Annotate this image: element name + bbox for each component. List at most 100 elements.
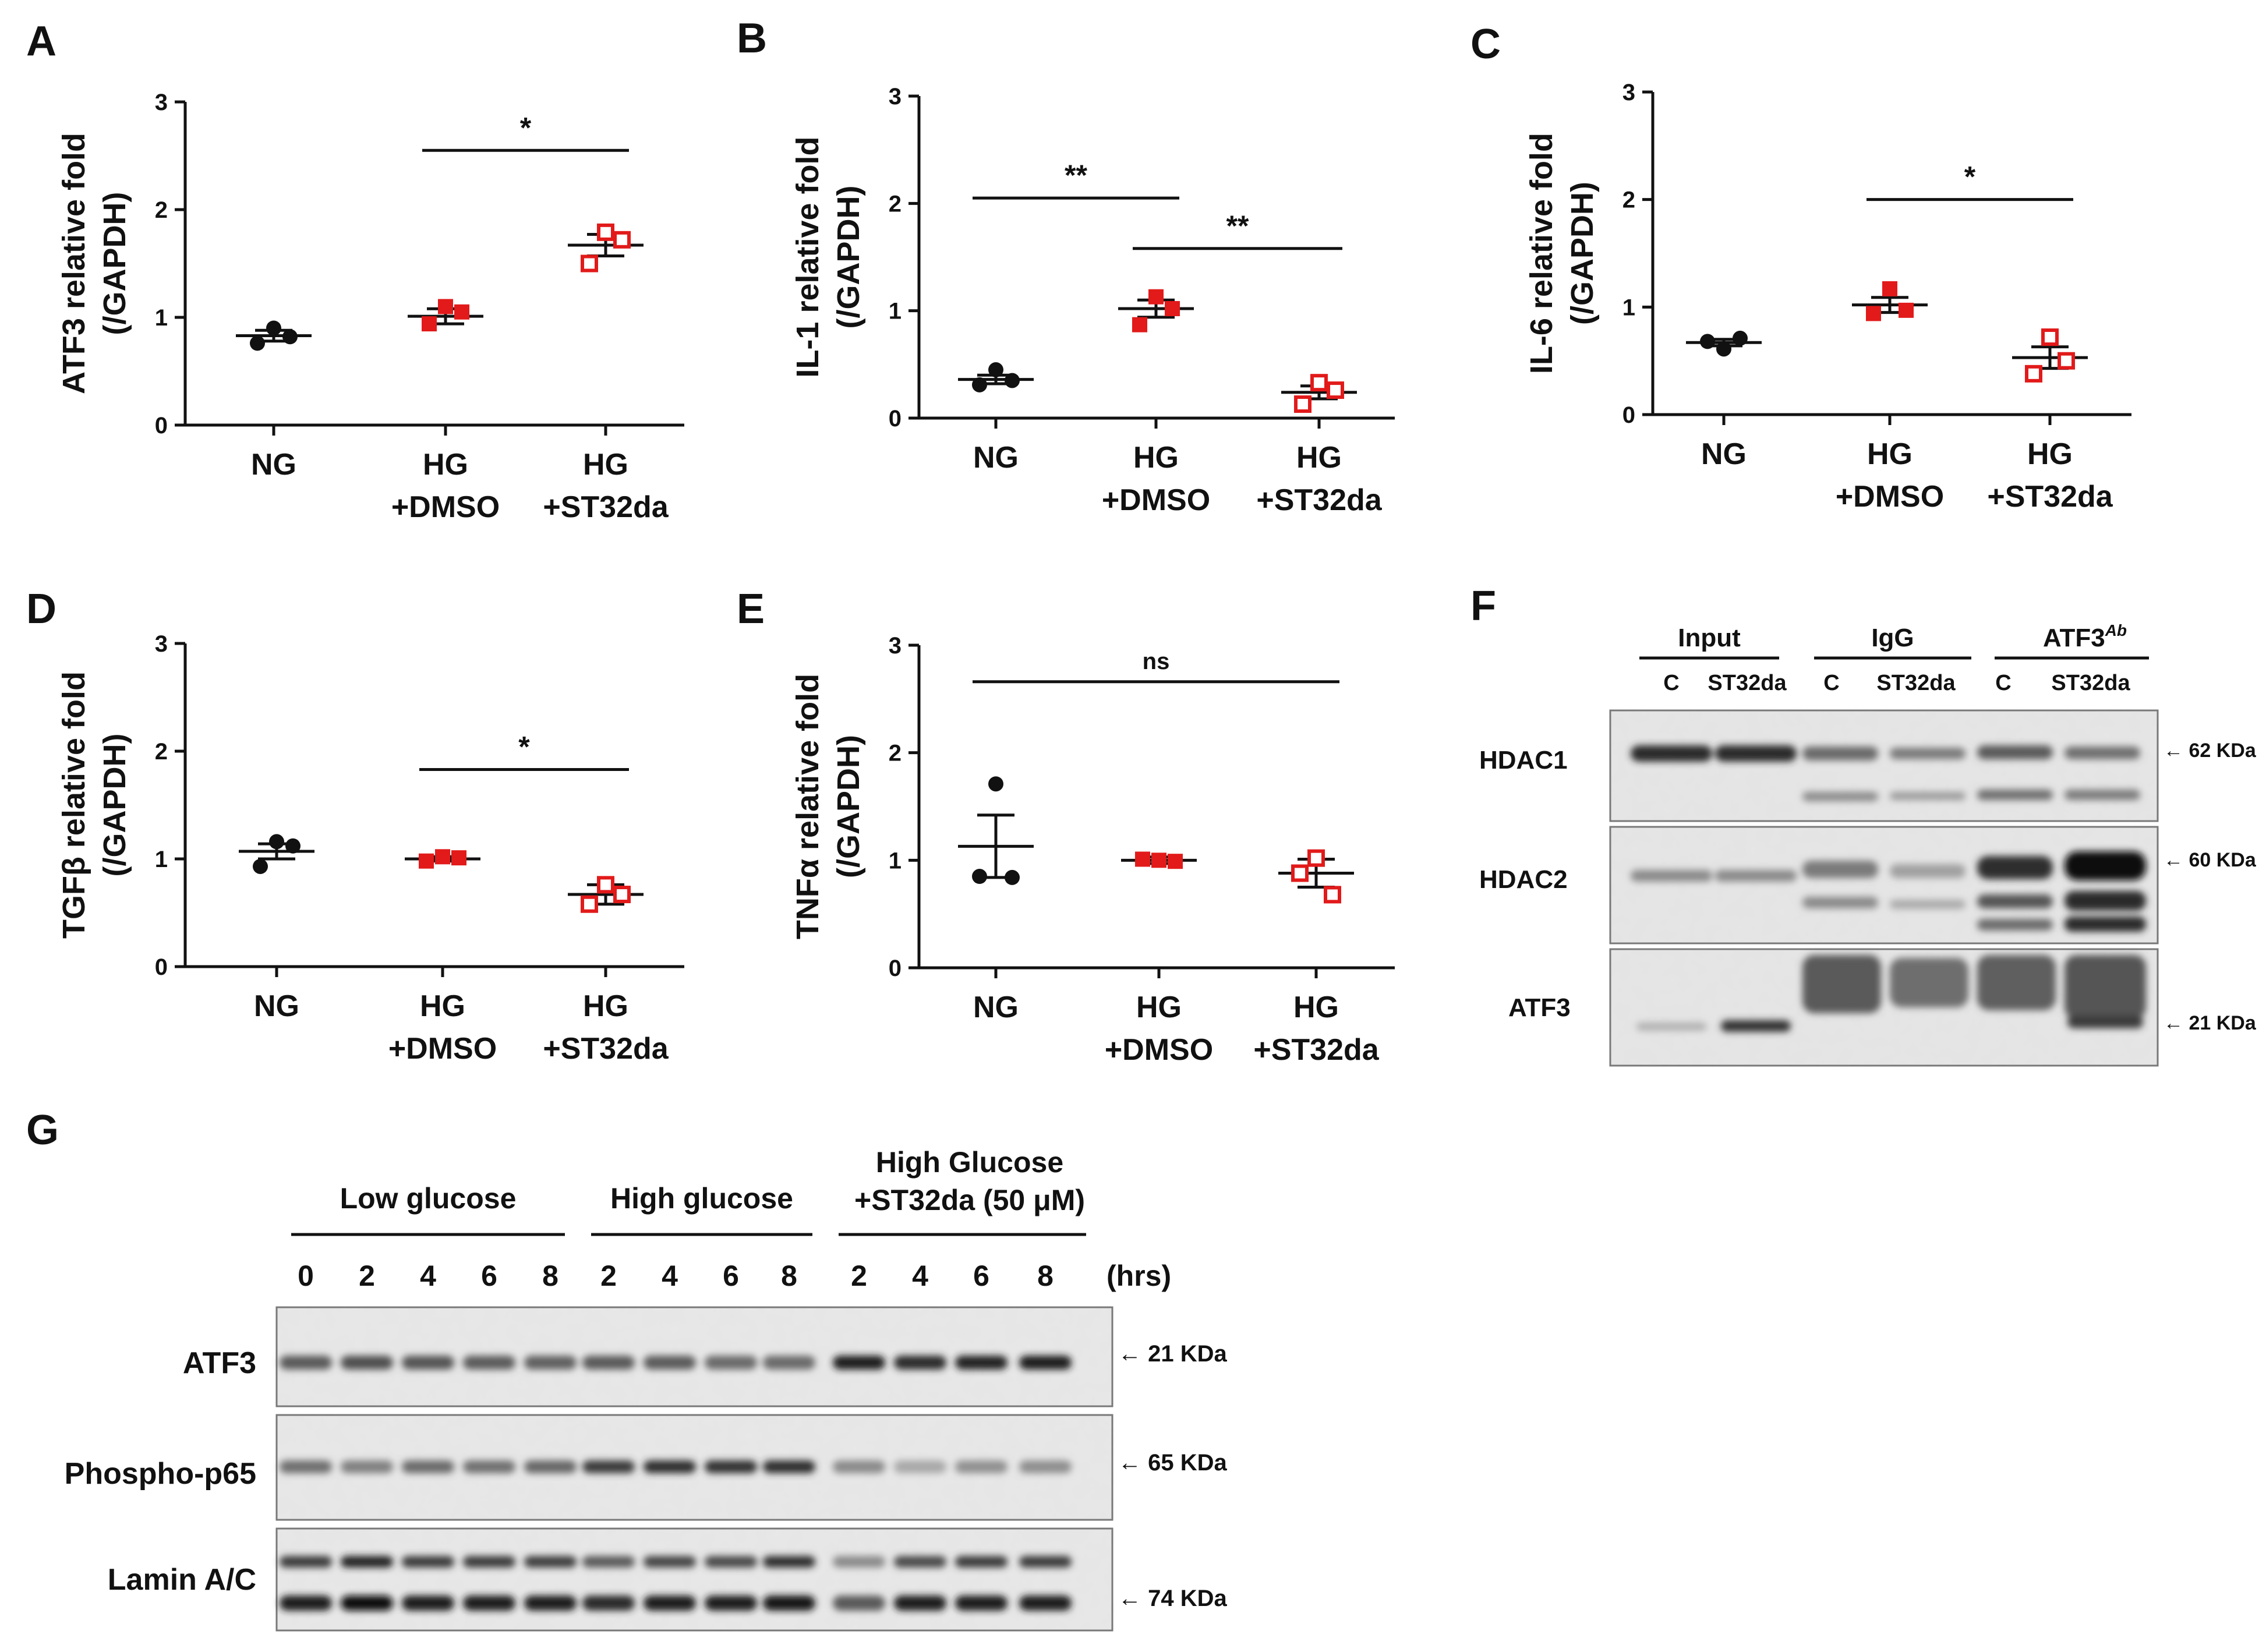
blot-g-membrane-noise: [277, 1529, 1112, 1630]
band: [582, 1460, 635, 1473]
band: [1977, 790, 2053, 800]
x-tick-label: HG: [420, 989, 465, 1023]
band: [833, 1356, 885, 1370]
band: [402, 1596, 454, 1611]
panel-label-a: A: [26, 18, 56, 65]
blot-g-group-low-glucose: Low glucose: [340, 1182, 517, 1215]
panel-label-g: G: [26, 1107, 59, 1154]
blot-f-lane-label: C: [1663, 671, 1679, 695]
data-point: [419, 853, 434, 869]
blot-g-lane-label: 4: [912, 1260, 928, 1292]
blot-g-row-label-pp65: Phospho-p65: [65, 1457, 256, 1491]
blot-g-lane-label: 6: [723, 1260, 739, 1292]
data-point: [435, 849, 450, 865]
blot-g-lane-label: 2: [359, 1260, 375, 1292]
y-tick-label: 1: [889, 848, 902, 873]
blot-f-lane-label: ST32da: [1708, 671, 1787, 695]
blot-f-size-hdac1: ← 62 KDa: [2164, 740, 2257, 762]
y-tick-label: 2: [1622, 188, 1635, 213]
data-point: [1135, 851, 1150, 867]
band: [1802, 897, 1878, 908]
significance-label: *: [518, 730, 530, 763]
blot-f-group-atf3-name: ATF3: [2043, 624, 2105, 652]
band: [1890, 958, 1968, 1007]
band: [763, 1596, 815, 1611]
data-point: [451, 850, 466, 866]
y-tick-label: 0: [889, 956, 902, 981]
arrow-icon: ←: [2164, 740, 2183, 762]
x-tick-label: HG: [1867, 437, 1913, 471]
data-point: [581, 254, 598, 273]
band: [1977, 894, 2053, 908]
blot-g-lane-labels: 0 2 4 6 8 2 4 6 8 2 4 6 8: [298, 1260, 1054, 1292]
data-point: [422, 316, 437, 332]
band: [1019, 1356, 1072, 1370]
x-tick-label: +ST32da: [1987, 480, 2113, 514]
band: [894, 1356, 946, 1370]
band: [2065, 790, 2140, 800]
data-point: [972, 377, 987, 392]
x-tick-label: NG: [973, 991, 1019, 1024]
panel-label-e: E: [737, 586, 765, 632]
x-tick-label: HG: [1136, 991, 1182, 1024]
panel-f-blot: Input IgG ATF3Ab C ST32da C ST32da C ST3…: [1479, 621, 2257, 1067]
significance-label: *: [520, 111, 532, 144]
band: [1019, 1556, 1072, 1568]
panel-label-b: B: [737, 15, 767, 62]
band: [2067, 1016, 2143, 1028]
data-point: [1148, 289, 1164, 305]
blot-f-row-label-hdac1: HDAC1: [1479, 746, 1568, 774]
data-point: [1005, 373, 1020, 388]
band: [705, 1596, 757, 1611]
x-tick-label: HG: [2027, 437, 2073, 471]
chart-tnfa: 0 1 2 3 NG HG +DMSO HG +ST32da TNFα relative fold…: [790, 633, 1395, 1067]
band: [2065, 747, 2140, 759]
data-point: [1899, 302, 1914, 318]
y-tick-label: 2: [155, 739, 168, 765]
blot-f-group-atf3-superscript: Ab: [2105, 621, 2127, 639]
blot-f-membrane-noise: [1610, 710, 2158, 821]
data-point: [597, 223, 614, 241]
data-point: [1324, 886, 1341, 904]
panel-label-c: C: [1470, 21, 1501, 68]
blot-g-lane-label: 4: [420, 1260, 436, 1292]
arrow-icon: ←: [2164, 849, 2183, 871]
band: [833, 1556, 885, 1568]
band: [644, 1596, 696, 1611]
band: [280, 1596, 332, 1611]
y-tick-label: 3: [155, 90, 168, 115]
band: [1977, 919, 2053, 931]
chart-tgfb: 0 1 2 3 NG HG +DMSO HG +ST32da TGFβ relative fold…: [56, 631, 684, 1066]
band: [1019, 1460, 1072, 1473]
data-point: [250, 335, 265, 351]
blot-f-lane-label: C: [1995, 671, 2011, 695]
data-point: [253, 858, 268, 874]
x-tick-label: +ST32da: [1253, 1033, 1379, 1067]
band: [1631, 870, 1712, 882]
band: [894, 1556, 946, 1568]
x-tick-label: HG: [583, 448, 628, 482]
band: [341, 1596, 393, 1611]
y-axis-label: (/GAPDH): [831, 735, 866, 878]
band: [1977, 856, 2053, 879]
blot-g-bands-pp65: [280, 1460, 1072, 1473]
blot-g-bands-atf3: [280, 1356, 1072, 1370]
band: [463, 1556, 515, 1568]
data-point: [1165, 300, 1180, 316]
data-point: [1716, 341, 1731, 357]
data-point: [1310, 374, 1328, 392]
data-point: [1882, 281, 1897, 296]
band: [402, 1356, 454, 1370]
data-point: [2041, 328, 2059, 346]
y-tick-label: 0: [155, 954, 168, 980]
blot-f-size-hdac1-text: 62 KDa: [2189, 740, 2256, 762]
band: [955, 1596, 1007, 1611]
data-point: [613, 231, 631, 249]
blot-g-size-atf3: ← 21 KDa: [1118, 1341, 1228, 1367]
band: [524, 1556, 577, 1568]
band: [1631, 745, 1712, 762]
significance-label: ns: [1143, 649, 1170, 674]
band: [2065, 955, 2146, 1019]
data-point: [988, 362, 1003, 378]
